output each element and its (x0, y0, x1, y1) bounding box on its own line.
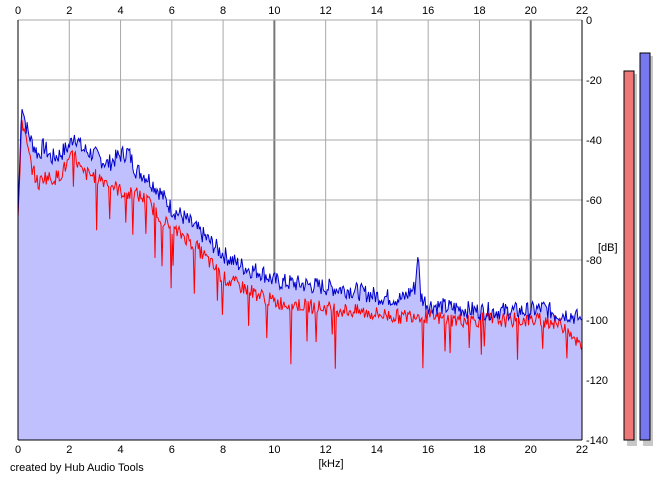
y-tick-label: -80 (586, 255, 602, 267)
x-tick-label-top: 22 (576, 5, 588, 17)
level-meter-left (623, 70, 635, 441)
x-tick-label-top: 18 (473, 5, 485, 17)
series-line-red (17, 120, 583, 369)
x-tick-label-top: 6 (169, 5, 175, 17)
x-tick-label-top: 12 (320, 5, 332, 17)
x-tick-label-top: 4 (117, 5, 123, 17)
y-tick-label: -40 (586, 135, 602, 147)
y-tick-label: -20 (586, 75, 602, 87)
y-tick-label: -60 (586, 195, 602, 207)
x-tick-label-top: 14 (371, 5, 383, 17)
tick-labels: 002244668810101212141416161818202022220-… (15, 5, 608, 456)
x-tick-label-bottom: 10 (268, 444, 280, 456)
x-tick-label-bottom: 18 (473, 444, 485, 456)
x-tick-label-bottom: 2 (66, 444, 72, 456)
level-meter-right (639, 52, 651, 441)
x-tick-label-bottom: 22 (576, 444, 588, 456)
x-tick-label-bottom: 16 (422, 444, 434, 456)
credit-text: created by Hub Audio Tools (10, 462, 144, 474)
x-axis-label: [kHz] (318, 458, 343, 470)
x-tick-label-top: 16 (422, 5, 434, 17)
axes (17, 20, 583, 441)
spectrum-fill (18, 109, 582, 440)
y-axis-label: [dB] (598, 242, 618, 254)
x-tick-label-bottom: 0 (15, 444, 21, 456)
y-tick-label: -120 (586, 375, 608, 387)
x-tick-label-bottom: 12 (320, 444, 332, 456)
x-tick-label-bottom: 4 (117, 444, 123, 456)
y-tick-label: 0 (586, 15, 592, 27)
x-tick-label-top: 2 (66, 5, 72, 17)
x-tick-label-top: 10 (268, 5, 280, 17)
series-line-blue (17, 108, 583, 324)
x-tick-label-bottom: 20 (525, 444, 537, 456)
x-tick-label-bottom: 14 (371, 444, 383, 456)
x-tick-label-bottom: 6 (169, 444, 175, 456)
series-layer (17, 108, 583, 440)
x-tick-label-top: 8 (220, 5, 226, 17)
x-tick-label-top: 20 (525, 5, 537, 17)
x-tick-label-top: 0 (15, 5, 21, 17)
y-tick-label: -140 (586, 435, 608, 447)
y-tick-label: -100 (586, 315, 608, 327)
level-meters (623, 52, 653, 446)
x-tick-label-bottom: 8 (220, 444, 226, 456)
